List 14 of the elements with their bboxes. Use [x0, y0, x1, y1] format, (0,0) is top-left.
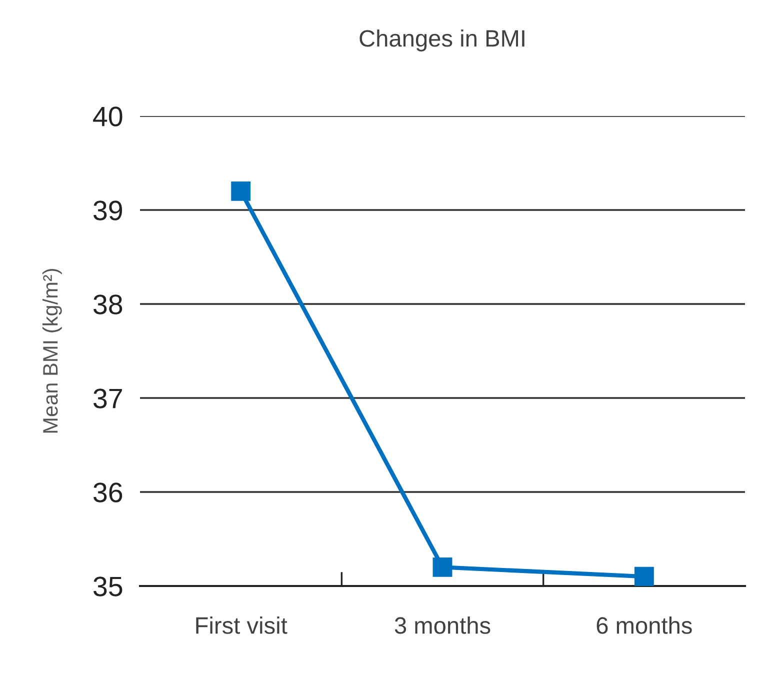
point	[432, 557, 452, 577]
y-tick-label: 35	[94, 576, 122, 596]
y-tick-label: 38	[94, 294, 122, 314]
y-axis-title: Mean BMI (kg/m²)	[42, 268, 62, 433]
y-tick-label: 37	[94, 388, 122, 408]
y-tick-label: 39	[94, 200, 122, 220]
x-tick-label: 6 months	[596, 616, 692, 634]
point	[231, 181, 251, 201]
point	[634, 566, 654, 586]
x-tick-label: 3 months	[394, 616, 490, 634]
y-tick-label: 36	[94, 482, 122, 502]
chart-title: Changes in BMI	[360, 29, 524, 52]
y-tick-label: 40	[93, 106, 122, 126]
x-tick-label: First visit	[196, 616, 288, 634]
